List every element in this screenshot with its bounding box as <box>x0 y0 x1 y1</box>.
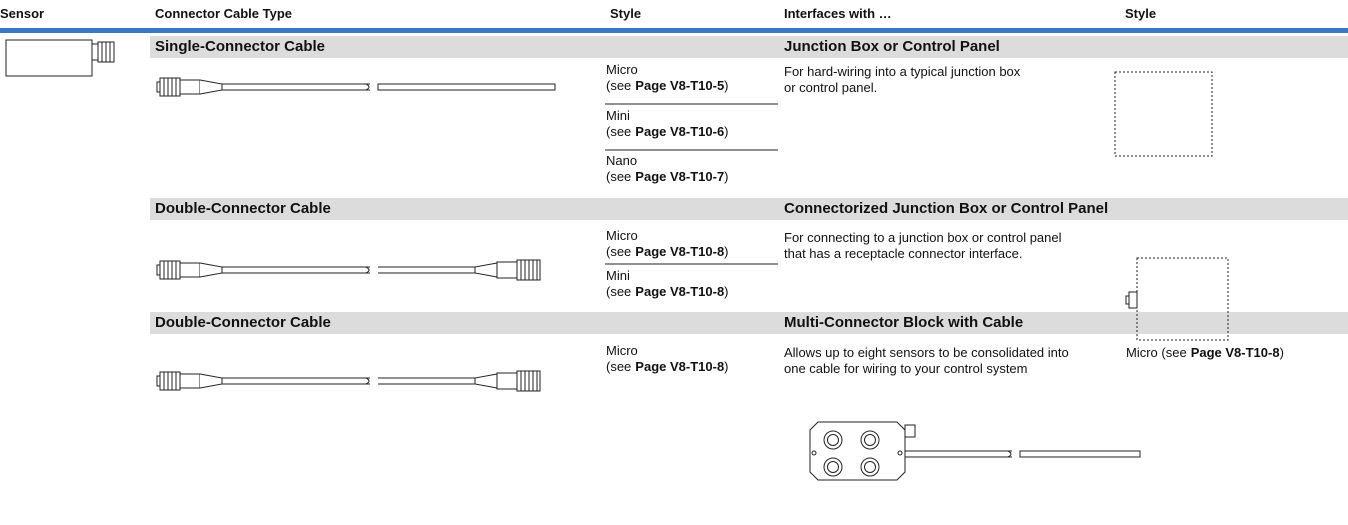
close-paren: ) <box>724 284 729 299</box>
interface-title: Junction Box or Control Panel <box>784 38 1000 55</box>
style-ref: (see Page V8-T10-5) <box>606 78 729 94</box>
see-text: (see <box>606 78 632 93</box>
close-paren: ) <box>724 78 729 93</box>
page-ref: Page V8-T10-6 <box>635 124 725 139</box>
description: or control panel. <box>784 80 878 95</box>
cable-type: Single-Connector Cable <box>155 38 326 55</box>
page-ref: Page V8-T10-8 <box>635 244 725 259</box>
style-ref: (see Page V8-T10-8) <box>606 284 729 300</box>
page-ref: Page V8-T10-7 <box>635 169 725 184</box>
close-paren: ) <box>724 244 729 259</box>
see-text: (see <box>606 244 632 259</box>
description: one cable for wiring to your control sys… <box>784 361 1028 376</box>
interface-title: Connectorized Junction Box or Control Pa… <box>784 200 1109 217</box>
close-paren: ) <box>724 359 729 374</box>
close-paren: ) <box>724 124 729 139</box>
style-name: Micro <box>606 228 638 243</box>
cable-type: Double-Connector Cable <box>155 314 331 331</box>
column-header: Connector Cable Type <box>155 6 293 21</box>
style-ref: (see Page V8-T10-7) <box>606 169 729 185</box>
description: For connecting to a junction box or cont… <box>784 230 1062 245</box>
style-ref: (see Page V8-T10-6) <box>606 124 729 140</box>
description: Allows up to eight sensors to be consoli… <box>784 345 1069 360</box>
style-name: Micro (see <box>1126 345 1187 360</box>
style-name: Mini <box>606 268 630 283</box>
column-header: Style <box>1125 6 1157 21</box>
see-text: (see <box>606 124 632 139</box>
interface-style: Micro (see Page V8-T10-8) <box>1126 345 1284 361</box>
description: that has a receptacle connector interfac… <box>784 246 1023 261</box>
column-header: Interfaces with … <box>784 6 892 21</box>
style-ref: (see Page V8-T10-8) <box>606 244 729 260</box>
see-text: (see <box>606 359 632 374</box>
style-name: Nano <box>606 153 638 168</box>
interface-title: Multi-Connector Block with Cable <box>784 314 1024 331</box>
page-ref: Page V8-T10-5 <box>635 78 725 93</box>
style-ref: (see Page V8-T10-8) <box>606 359 729 375</box>
page-ref: Page V8-T10-8 <box>635 284 725 299</box>
page-ref: Page V8-T10-8 <box>635 359 725 374</box>
cable-type: Double-Connector Cable <box>155 200 331 217</box>
style-name: Micro <box>606 62 638 77</box>
column-header: Sensor <box>0 6 45 21</box>
style-name: Mini <box>606 108 630 123</box>
description: For hard-wiring into a typical junction … <box>784 64 1021 79</box>
see-text: (see <box>606 169 632 184</box>
page-ref: Page V8-T10-8 <box>1190 345 1280 360</box>
see-text: (see <box>606 284 632 299</box>
style-name: Micro <box>606 343 638 358</box>
column-header: Style <box>610 6 642 21</box>
close-paren: ) <box>1279 345 1284 360</box>
close-paren: ) <box>724 169 729 184</box>
